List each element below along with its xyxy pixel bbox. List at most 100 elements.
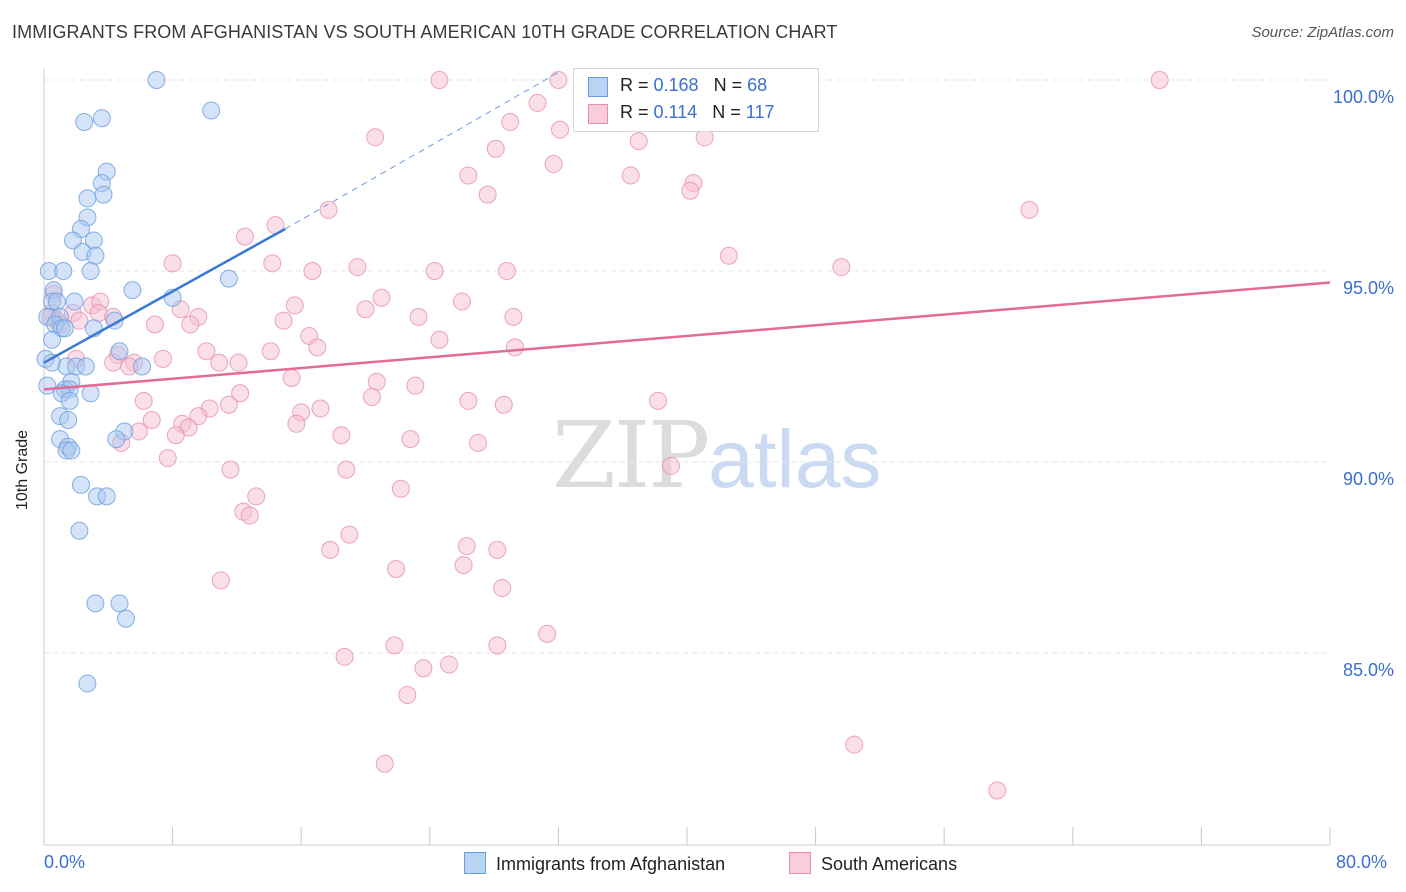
point-south-americans bbox=[832, 258, 851, 277]
point-south-americans bbox=[1150, 71, 1169, 89]
point-south-americans bbox=[263, 254, 282, 273]
trendline-south-americans bbox=[43, 281, 1331, 391]
point-afghanistan bbox=[75, 113, 94, 132]
point-south-americans bbox=[440, 655, 459, 674]
point-south-americans bbox=[247, 487, 266, 506]
point-south-americans bbox=[219, 395, 238, 414]
point-south-americans bbox=[621, 166, 640, 185]
point-south-americans bbox=[340, 525, 359, 544]
trendline-afghanistan-extension bbox=[284, 71, 559, 230]
point-south-americans bbox=[335, 647, 354, 666]
point-south-americans bbox=[321, 540, 340, 559]
point-south-americans bbox=[332, 426, 351, 445]
legend-stats-text-blue: R = 0.168 N = 68 bbox=[620, 75, 768, 95]
point-south-americans bbox=[303, 262, 322, 280]
point-afghanistan bbox=[71, 475, 90, 494]
legend-item-afghanistan: Immigrants from Afghanistan bbox=[464, 852, 725, 875]
legend-swatch-south-americans bbox=[789, 852, 811, 874]
point-south-americans bbox=[549, 71, 568, 89]
y-tick-label-85: 85.0% bbox=[1342, 660, 1394, 680]
point-south-americans bbox=[366, 128, 385, 147]
point-afghanistan bbox=[202, 101, 221, 120]
point-south-americans bbox=[308, 338, 327, 357]
point-south-americans bbox=[452, 292, 471, 311]
legend-series: Immigrants from Afghanistan South Americ… bbox=[0, 852, 1406, 878]
point-south-americans bbox=[425, 262, 444, 280]
point-south-americans bbox=[385, 636, 404, 655]
point-afghanistan bbox=[92, 109, 111, 128]
point-south-americans bbox=[211, 571, 230, 590]
point-afghanistan bbox=[81, 262, 100, 280]
point-afghanistan bbox=[110, 594, 129, 613]
point-south-americans bbox=[197, 342, 216, 361]
legend-item-south-americans: South Americans bbox=[789, 852, 957, 875]
point-south-americans bbox=[153, 349, 172, 368]
point-south-americans bbox=[478, 185, 497, 204]
point-afghanistan bbox=[110, 342, 129, 361]
point-south-americans bbox=[158, 449, 177, 468]
x-tick-label-min: 0.0% bbox=[44, 852, 86, 872]
point-south-americans bbox=[285, 296, 304, 315]
point-south-americans bbox=[189, 407, 208, 426]
point-afghanistan bbox=[54, 262, 73, 280]
point-afghanistan bbox=[47, 292, 66, 311]
point-afghanistan bbox=[133, 357, 152, 376]
point-south-americans bbox=[337, 460, 356, 479]
point-south-americans bbox=[311, 399, 330, 418]
point-afghanistan bbox=[63, 231, 82, 250]
point-south-americans bbox=[681, 181, 700, 200]
source-credit: Source: ZipAtlas.com bbox=[1251, 24, 1394, 41]
point-south-americans bbox=[231, 384, 250, 403]
point-south-americans bbox=[988, 781, 1007, 800]
trendline-afghanistan bbox=[43, 227, 286, 364]
point-south-americans bbox=[488, 636, 507, 655]
legend-swatch-blue bbox=[588, 77, 608, 97]
point-south-americans bbox=[629, 132, 648, 151]
point-south-americans bbox=[538, 624, 557, 643]
point-south-americans bbox=[240, 506, 259, 525]
x-tick-label-max: 80.0% bbox=[1336, 852, 1388, 872]
point-south-americans bbox=[398, 686, 417, 705]
point-afghanistan bbox=[78, 189, 97, 208]
point-south-americans bbox=[181, 315, 200, 334]
point-south-americans bbox=[414, 659, 433, 678]
point-south-americans bbox=[261, 342, 280, 361]
point-afghanistan bbox=[86, 246, 105, 265]
point-south-americans bbox=[163, 254, 182, 273]
point-south-americans bbox=[348, 258, 367, 277]
watermark-zip: ZIP bbox=[552, 402, 710, 509]
point-afghanistan bbox=[65, 292, 84, 311]
watermark-atlas: atlas bbox=[708, 414, 882, 505]
point-south-americans bbox=[221, 460, 240, 479]
point-south-americans bbox=[486, 139, 505, 158]
point-south-americans bbox=[454, 556, 473, 575]
point-south-americans bbox=[166, 426, 185, 445]
point-south-americans bbox=[387, 559, 406, 578]
point-afghanistan bbox=[62, 441, 81, 460]
point-afghanistan bbox=[70, 521, 89, 540]
point-south-americans bbox=[375, 754, 394, 773]
point-south-americans bbox=[505, 338, 524, 357]
point-afghanistan bbox=[43, 330, 62, 349]
point-south-americans bbox=[494, 395, 513, 414]
point-south-americans bbox=[457, 537, 476, 556]
point-south-americans bbox=[528, 93, 547, 112]
point-south-americans bbox=[459, 166, 478, 185]
y-tick-label-95: 95.0% bbox=[1342, 278, 1394, 298]
point-afghanistan bbox=[94, 185, 113, 204]
point-south-americans bbox=[469, 433, 488, 452]
point-south-americans bbox=[145, 315, 164, 334]
point-south-americans bbox=[401, 430, 420, 449]
point-south-americans bbox=[845, 735, 864, 754]
point-south-americans bbox=[362, 388, 381, 407]
point-south-americans bbox=[719, 246, 738, 265]
legend-swatch-pink bbox=[588, 104, 608, 124]
legend-swatch-afghanistan bbox=[464, 852, 486, 874]
point-south-americans bbox=[544, 155, 563, 174]
point-south-americans bbox=[430, 71, 449, 89]
point-afghanistan bbox=[219, 269, 238, 288]
point-south-americans bbox=[282, 368, 301, 387]
point-south-americans bbox=[406, 376, 425, 395]
legend-stats-text-pink: R = 0.114 N = 117 bbox=[620, 102, 775, 122]
point-afghanistan bbox=[60, 391, 79, 410]
